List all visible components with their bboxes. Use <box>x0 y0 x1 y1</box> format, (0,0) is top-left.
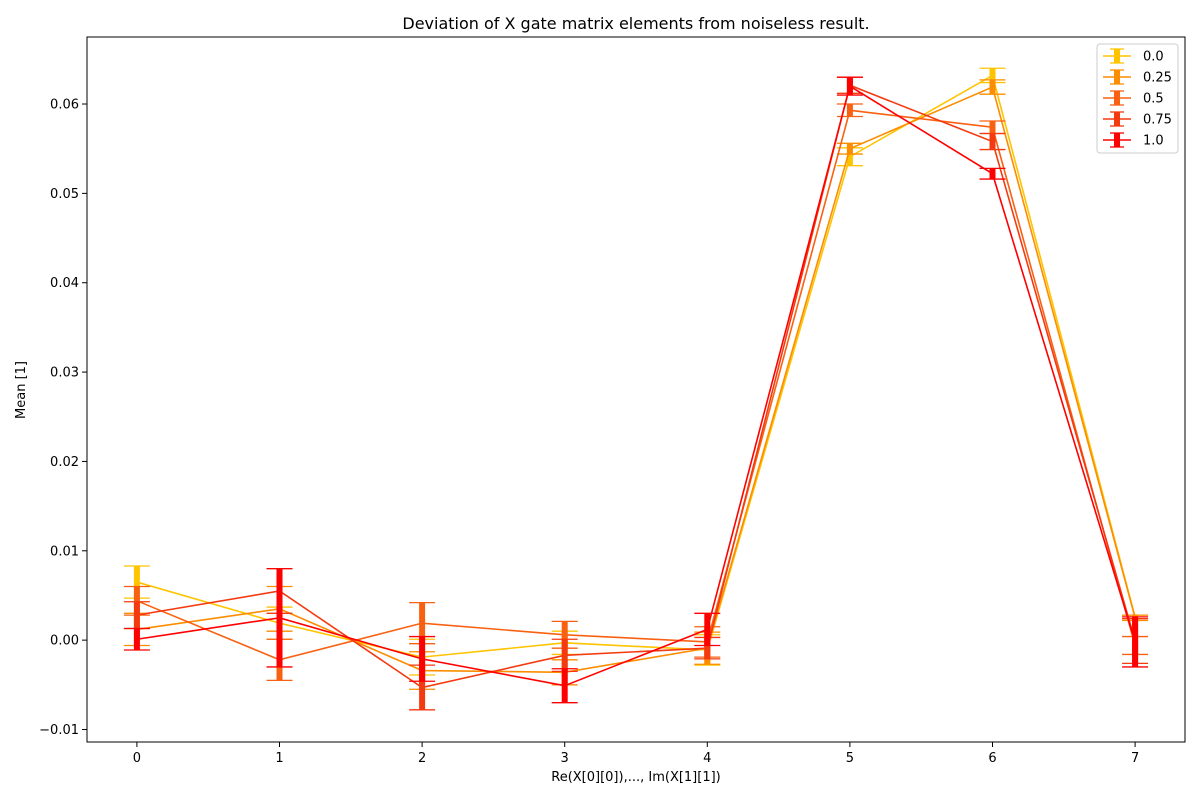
data-point <box>849 85 851 87</box>
x-tick-label: 6 <box>988 751 996 766</box>
data-point <box>421 686 423 689</box>
data-point <box>991 172 994 175</box>
data-point <box>991 140 994 143</box>
series-line <box>136 109 1136 661</box>
data-point <box>991 74 994 77</box>
data-point <box>991 126 994 129</box>
legend-item: 0.25 <box>1103 69 1172 86</box>
legend-label: 0.75 <box>1143 113 1172 128</box>
y-tick-label: 0.02 <box>50 455 79 470</box>
series-line <box>136 84 1136 687</box>
legend-label: 0.25 <box>1143 71 1172 86</box>
x-tick-label: 2 <box>418 751 426 766</box>
plot-frame <box>86 36 1186 743</box>
data-point <box>991 86 994 88</box>
data-point <box>849 147 851 150</box>
x-tick-label: 0 <box>133 751 141 766</box>
data-point <box>136 614 138 616</box>
data-point <box>706 628 709 631</box>
y-tick-label: 0.05 <box>50 187 79 202</box>
x-tick-label: 4 <box>703 751 711 766</box>
legend-label: 0.5 <box>1143 92 1164 107</box>
x-tick-label: 5 <box>846 751 854 766</box>
legend-label: 1.0 <box>1143 134 1164 149</box>
y-tick-label: −0.01 <box>39 723 79 738</box>
x-tick-label: 7 <box>1131 751 1139 766</box>
data-point <box>136 638 138 641</box>
data-point <box>563 654 566 657</box>
data-point <box>563 684 566 687</box>
series-layer <box>123 67 1149 711</box>
series-line <box>136 85 1136 674</box>
series-line <box>136 84 1136 689</box>
x-axis-label: Re(X[0][0]),..., Im(X[1][1]) <box>551 770 721 785</box>
legend-item: 0.75 <box>1103 111 1172 128</box>
legend-label: 0.0 <box>1143 50 1164 65</box>
data-point <box>421 622 423 624</box>
legend: 0.0 0.25 0.5 0.75 1.0 <box>1096 43 1179 154</box>
y-tick-label: 0.06 <box>50 98 79 113</box>
data-point <box>1134 641 1136 643</box>
x-tick-label: 1 <box>275 751 283 766</box>
legend-item: 0.0 <box>1103 48 1164 65</box>
series-1.0 <box>123 76 1149 704</box>
data-point <box>706 647 709 649</box>
series-line <box>136 74 1136 658</box>
data-point <box>136 581 138 583</box>
x-axis: 0 1 2 3 4 5 6 7 <box>133 742 1139 766</box>
y-tick-label: 0.01 <box>50 544 79 559</box>
data-point <box>278 616 281 619</box>
data-point <box>849 155 851 158</box>
y-tick-label: 0.04 <box>50 276 79 291</box>
y-axis-label: Mean [1] <box>14 361 29 419</box>
y-tick-label: 0.00 <box>50 634 79 649</box>
data-point <box>849 109 851 112</box>
data-point <box>563 633 566 636</box>
legend-item: 1.0 <box>1103 132 1164 149</box>
chart-title: Deviation of X gate matrix elements from… <box>402 14 869 33</box>
y-tick-label: 0.03 <box>50 366 79 381</box>
legend-item: 0.5 <box>1103 90 1164 107</box>
x-tick-label: 3 <box>561 751 569 766</box>
data-point <box>421 658 423 660</box>
y-axis: −0.01 0.00 0.01 0.02 0.03 0.04 0.05 0.06 <box>39 98 87 738</box>
